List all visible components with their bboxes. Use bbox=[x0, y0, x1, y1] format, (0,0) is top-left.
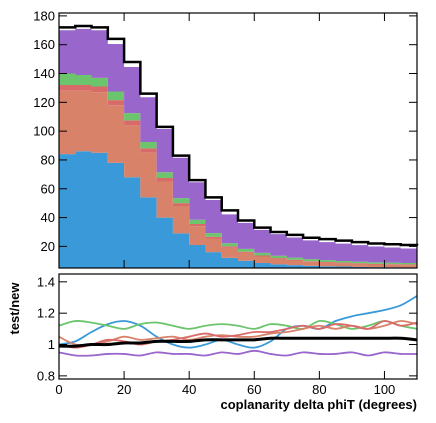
top-y-tick-label: 120 bbox=[33, 95, 55, 110]
ratio-series-5 bbox=[58, 336, 418, 348]
x-tick-label: 80 bbox=[312, 382, 326, 397]
x-tick-label: 60 bbox=[247, 382, 261, 397]
bottom-y-tick-label: 1.2 bbox=[37, 306, 55, 321]
top-y-tick-label: 160 bbox=[33, 37, 55, 52]
x-tick-label: 20 bbox=[117, 382, 131, 397]
top-panel: 20 40 60 80 100 120 140 160 180 bbox=[33, 8, 419, 269]
ratio-series-0 bbox=[58, 295, 418, 349]
x-tick-label: 100 bbox=[374, 382, 396, 397]
bottom-y-tick-label: 1 bbox=[48, 337, 55, 352]
bottom-y-tick-label: 0.8 bbox=[37, 368, 55, 383]
stack-series-0 bbox=[59, 151, 417, 268]
ratio-series-4 bbox=[58, 349, 418, 357]
total-histogram-line bbox=[59, 24, 419, 247]
x-axis-title: coplanarity delta phiT (degrees) bbox=[221, 397, 418, 412]
bottom-panel: 0.8 1 1.2 1.4 0 20 40 60 80 100 test/new coplana… bbox=[7, 13, 418, 412]
top-y-tick-label: 100 bbox=[33, 124, 55, 139]
ratio-lines bbox=[58, 295, 418, 357]
ratio-series-2 bbox=[58, 320, 418, 347]
ratio-series-3 bbox=[58, 320, 418, 349]
top-y-tick-label: 20 bbox=[41, 239, 55, 254]
stack-series-1 bbox=[59, 90, 417, 268]
top-y-axis: 20 40 60 80 100 120 140 160 180 bbox=[33, 8, 417, 254]
x-tick-label: 0 bbox=[55, 382, 62, 397]
top-y-tick-label: 180 bbox=[33, 8, 55, 23]
ratio-series-1 bbox=[58, 319, 418, 330]
bottom-plot-frame bbox=[58, 273, 418, 380]
top-y-tick-label: 80 bbox=[41, 152, 55, 167]
top-stacked-areas bbox=[59, 28, 417, 268]
top-y-tick-label: 40 bbox=[41, 210, 55, 225]
bottom-y-tick-label: 1.4 bbox=[37, 274, 55, 289]
x-axis: 0 20 40 60 80 100 bbox=[55, 13, 395, 397]
x-tick-label: 40 bbox=[182, 382, 196, 397]
top-y-tick-label: 140 bbox=[33, 66, 55, 81]
top-plot-frame bbox=[58, 12, 418, 269]
bottom-y-axis: 0.8 1 1.2 1.4 bbox=[37, 274, 417, 383]
top-y-tick-label: 60 bbox=[41, 181, 55, 196]
y-axis-title: test/new bbox=[7, 282, 22, 335]
